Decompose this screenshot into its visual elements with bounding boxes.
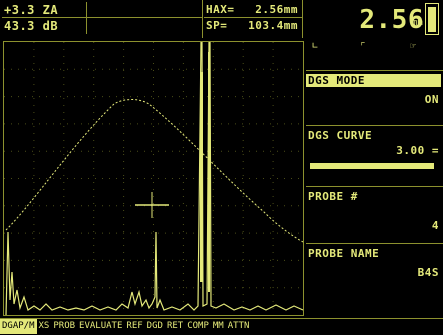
gain-line-2: 43.3 dB <box>4 19 59 33</box>
divider <box>204 17 302 18</box>
menu-item-ref[interactable]: REF <box>126 321 143 331</box>
main-reading: 2.56 <box>359 5 424 35</box>
main-reading-unit: mm <box>412 18 423 28</box>
menu-item-dgd[interactable]: DGD <box>146 321 163 331</box>
echo-trace <box>5 42 303 315</box>
hand-icon[interactable]: ☞ <box>410 41 417 52</box>
signal-icon[interactable]: ∟ <box>312 41 319 52</box>
menu-item-mm[interactable]: MM <box>212 321 224 331</box>
menu-item-ret[interactable]: RET <box>166 321 184 331</box>
parameter-panel: ∟ ⌜ ☞ DGS MODE ON DGS CURVE 3.00 = PROBE… <box>306 41 443 316</box>
dgs-curve <box>5 99 303 243</box>
measurement-value: 2.56mm <box>255 3 298 16</box>
param-label: DGS CURVE <box>308 129 373 142</box>
menu-item-dgap[interactable]: DGAP/M <box>0 319 37 334</box>
divider <box>86 2 87 34</box>
measurement-label: HAX= <box>206 3 235 16</box>
a-scan-graph <box>4 42 303 315</box>
battery-icon <box>425 3 439 35</box>
gain-display: +3.3 ZA 43.3 dB <box>2 0 203 38</box>
param-dgs-mode[interactable]: DGS MODE ON <box>306 70 443 124</box>
param-dgs-curve[interactable]: DGS CURVE 3.00 = <box>306 125 443 185</box>
gain-line-1: +3.3 ZA <box>4 3 59 17</box>
param-probe-name[interactable]: PROBE NAME B4S <box>306 243 443 315</box>
function-menu-bar: DGAP/M XS PROB EVALUATE REF DGD RET COMP MM ATTN <box>0 318 443 335</box>
param-value[interactable]: 4 <box>431 219 439 232</box>
param-value[interactable]: B4S <box>417 266 439 279</box>
measurement-display: HAX= 2.56mm SP= 103.4mm <box>204 0 303 38</box>
param-label: PROBE NAME <box>308 247 380 260</box>
menu-item-attn[interactable]: ATTN <box>227 321 250 331</box>
menu-item-xs[interactable]: XS <box>38 321 50 331</box>
battery-level <box>428 6 436 32</box>
gate-bar <box>208 52 210 292</box>
param-probe-number[interactable]: PROBE # 4 <box>306 186 443 242</box>
param-value[interactable]: 3.00 = <box>396 144 439 157</box>
a-scan-display <box>3 41 304 316</box>
param-value[interactable]: ON <box>424 93 439 106</box>
panel-icon-row: ∟ ⌜ ☞ <box>306 41 443 55</box>
menu-item-evaluate[interactable]: EVALUATE <box>79 321 123 331</box>
probe-icon[interactable]: ⌜ <box>360 41 367 52</box>
curve-slider-bar[interactable] <box>310 163 434 169</box>
grid <box>4 42 303 315</box>
menu-item-prob[interactable]: PROB <box>53 321 76 331</box>
param-label: DGS MODE <box>306 74 441 87</box>
divider <box>2 17 202 18</box>
measurement-label: SP= <box>206 19 228 32</box>
menu-item-comp[interactable]: COMP <box>187 321 209 331</box>
param-label: PROBE # <box>308 190 358 203</box>
gate-bar <box>200 72 203 282</box>
measurement-value: 103.4mm <box>248 19 298 32</box>
